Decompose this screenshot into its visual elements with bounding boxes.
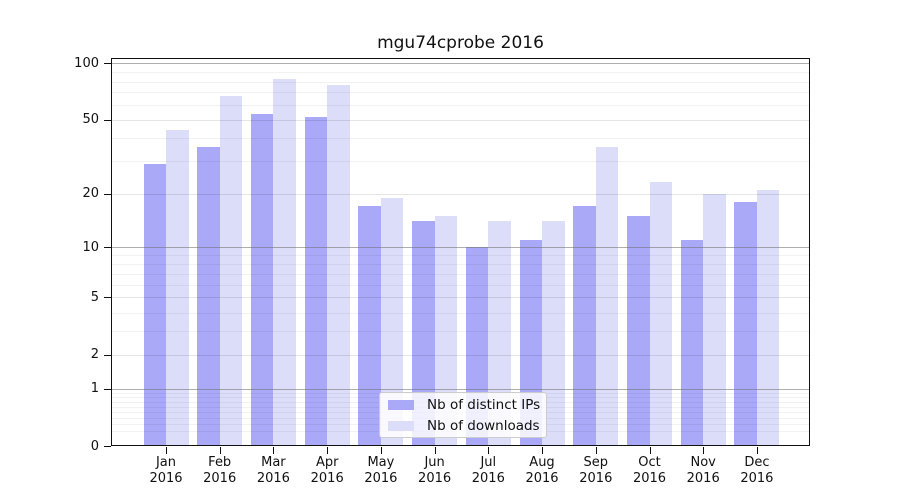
x-tick-label-dec: Dec 2016 [740,455,774,486]
legend-row-distinct-ips: Nb of distinct IPs [388,396,541,413]
bar-feb-distinct-ips [197,146,220,446]
x-tick-label-jan: Jan 2016 [149,455,183,486]
y-tick-20 [104,193,111,195]
bar-nov-downloads [703,193,726,446]
bar-jul-downloads [488,221,511,446]
y-tick-1 [104,388,111,390]
x-tick-label-mar: Mar 2016 [256,455,290,486]
x-tick-label-feb: Feb 2016 [203,455,237,486]
x-tick-aug [542,447,543,454]
bar-may-downloads [380,197,404,446]
bar-nov-distinct-ips [680,239,704,446]
x-tick-jan [166,447,167,454]
legend-label-distinct-ips: Nb of distinct IPs [427,396,541,413]
legend: Nb of distinct IPs Nb of downloads [379,392,547,438]
bar-sep-downloads [595,146,619,446]
x-tick-feb [219,447,221,454]
x-tick-mar [273,447,275,454]
bar-aug-downloads [542,221,565,446]
bar-may-distinct-ips [358,206,381,446]
x-tick-sep [595,447,597,454]
y-tick-50 [104,119,111,121]
x-tick-label-apr: Apr 2016 [310,455,344,486]
bar-apr-distinct-ips [304,116,328,446]
bar-mar-downloads [273,78,296,446]
x-tick-nov [703,447,705,454]
bar-sep-distinct-ips [573,206,596,446]
bar-apr-downloads [327,84,350,446]
y-tick-label-100: 100 [74,55,99,71]
y-tick-label-0: 0 [90,438,99,454]
bar-mar-distinct-ips [250,113,274,446]
bar-oct-distinct-ips [627,216,650,446]
y-tick-label-1: 1 [90,381,99,396]
bars-layer [111,58,810,446]
bar-dec-downloads [756,189,780,446]
y-tick-100 [104,63,111,65]
bar-jun-distinct-ips [412,221,435,446]
x-tick-label-aug: Aug 2016 [525,455,559,486]
bar-dec-distinct-ips [734,201,757,446]
y-tick-0 [104,446,111,447]
x-tick-label-jun: Jun 2016 [418,455,452,486]
x-tick-label-sep: Sep 2016 [579,455,613,486]
y-tick-label-20: 20 [82,186,99,201]
x-tick-jun [434,447,436,454]
y-tick-2 [104,354,111,356]
y-tick-label-5: 5 [90,289,99,305]
legend-swatch-downloads [388,420,414,431]
x-tick-jul [488,447,490,454]
x-tick-oct [649,447,651,454]
bar-oct-downloads [649,182,672,446]
x-tick-label-nov: Nov 2016 [686,455,720,486]
bar-jan-distinct-ips [143,163,166,446]
x-tick-may [380,447,382,454]
y-tick-10 [104,247,111,249]
legend-label-downloads: Nb of downloads [427,417,540,434]
x-tick-label-jul: Jul 2016 [471,455,505,486]
chart-title: mgu74cprobe 2016 [377,33,544,53]
y-tick-label-50: 50 [82,112,99,128]
y-tick-5 [104,297,111,299]
bar-feb-downloads [219,96,243,446]
bar-jan-downloads [166,130,189,446]
x-tick-dec [756,447,758,454]
legend-swatch-distinct-ips [388,399,414,410]
y-tick-label-10: 10 [82,239,99,255]
x-tick-label-oct: Oct 2016 [632,455,667,486]
x-tick-label-may: May 2016 [364,455,398,486]
x-tick-apr [327,447,329,454]
y-tick-label-2: 2 [90,347,99,363]
plot-area: Nb of distinct IPs Nb of downloads [111,58,810,446]
legend-row-downloads: Nb of downloads [388,417,540,434]
